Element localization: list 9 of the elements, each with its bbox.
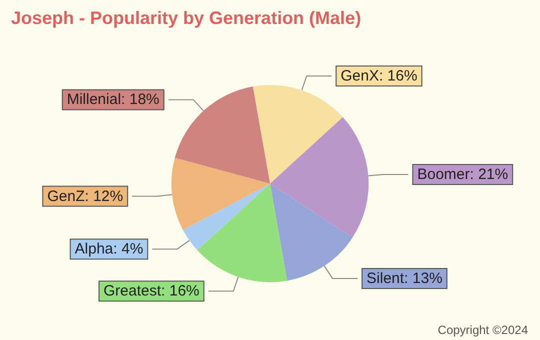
- slice-label: Millenial: 18%: [66, 91, 160, 108]
- slice-label: Boomer: 21%: [417, 166, 508, 183]
- chart-title: Joseph - Popularity by Generation (Male): [11, 8, 362, 28]
- text: Copyright ©2024: [438, 323, 528, 337]
- slice-label: Silent: 13%: [366, 270, 442, 287]
- slice-label: Greatest: 16%: [104, 282, 200, 300]
- slice-label: GenZ: 12%: [47, 188, 124, 205]
- slice-label: GenX: 16%: [340, 68, 418, 85]
- slice-label: Alpha: 4%: [74, 240, 144, 258]
